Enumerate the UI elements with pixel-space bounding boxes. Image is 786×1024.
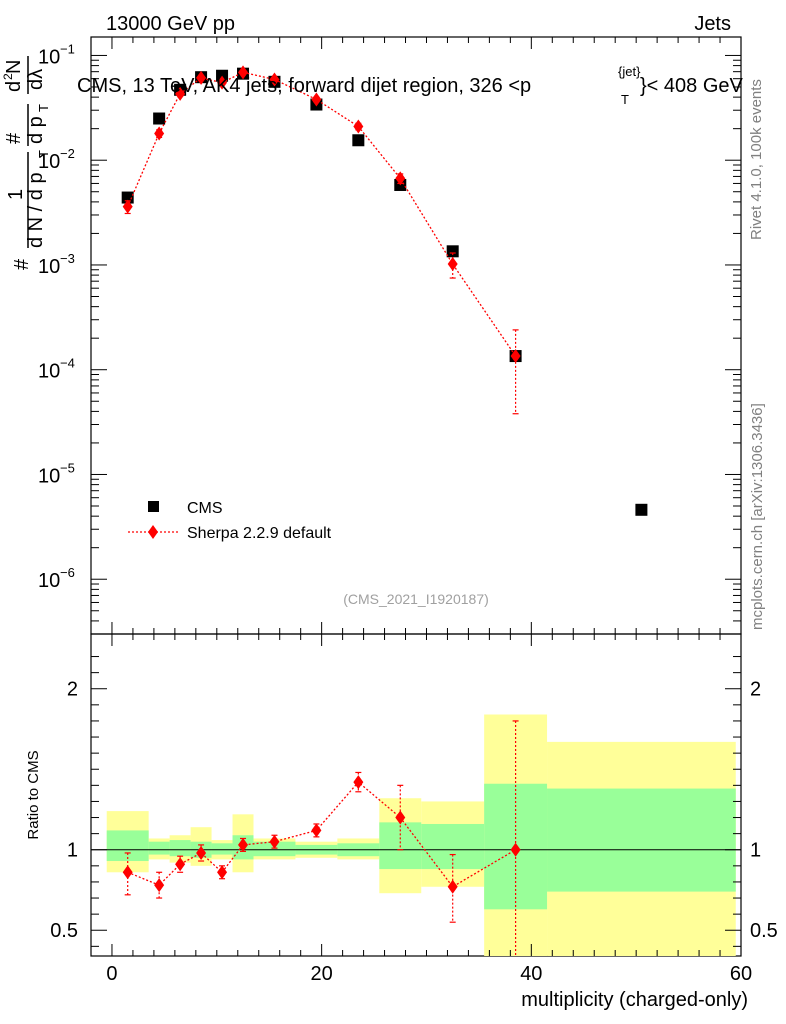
ratio-band-green: [169, 840, 191, 857]
x-tick-label: 40: [520, 963, 542, 985]
ylabel-one: 1: [5, 189, 27, 200]
ylabel-dpt: d p: [25, 116, 47, 144]
ratio-sherpa-point: [175, 857, 186, 872]
ylabel-hash: #: [11, 258, 33, 270]
sherpa-point: [353, 119, 364, 134]
sherpa-point: [238, 65, 249, 80]
ratio-sherpa-point: [395, 810, 406, 825]
ratio-y-tick-label-right: 2: [750, 679, 761, 701]
ratio-sherpa-point: [122, 865, 133, 880]
sherpa-point: [395, 171, 406, 186]
ratio-sherpa-point: [196, 845, 207, 860]
ratio-bands: [106, 714, 736, 956]
ratio-y-tick-label-right: 0.5: [750, 920, 778, 942]
ratio-series: [122, 720, 521, 956]
ratio-y-tick-label-right: 1: [750, 840, 761, 862]
main-series: [121, 65, 648, 516]
x-tick-label: 0: [106, 963, 117, 985]
cms-point: [352, 134, 365, 147]
ratio-sherpa-point: [217, 865, 228, 880]
plot-title-main: CMS, 13 TeV, AK4 jets, forward dijet reg…: [77, 75, 531, 97]
y-tick-label: 10: [38, 151, 60, 173]
ylabel-denominator: d N / d p: [25, 172, 47, 248]
sherpa-point: [175, 86, 186, 101]
legend-label-sherpa: Sherpa 2.2.9 default: [187, 525, 332, 542]
cms-point: [446, 245, 459, 258]
ratio-sherpa-point: [510, 842, 521, 857]
ylabel-dpt-sub: T: [36, 104, 51, 112]
x-axis-label: multiplicity (charged-only): [521, 989, 748, 1011]
y-tick-label: 10: [38, 46, 60, 68]
legend-marker-sherpa: [148, 525, 158, 539]
ylabel-d2-sup: 2: [1, 73, 15, 80]
ratio-y-label: Ratio to CMS: [25, 750, 42, 839]
main-panel-frame: [90, 36, 742, 635]
ratio-panel-frame: [90, 633, 742, 957]
sherpa-point: [447, 257, 458, 272]
sherpa-point: [311, 92, 322, 107]
sherpa-point: [510, 349, 521, 364]
y-tick-label: 10: [38, 570, 60, 592]
y-tick-label-exponent: −1: [60, 41, 75, 56]
ratio-band-green: [211, 843, 233, 855]
ratio-band-green: [547, 788, 736, 892]
ratio-band-green: [421, 823, 485, 870]
sherpa-point: [122, 199, 133, 214]
y-tick-label: 10: [38, 465, 60, 487]
legend-label-cms: CMS: [187, 500, 223, 517]
x-tick-label: 20: [311, 963, 333, 985]
ratio-band-green: [148, 841, 170, 855]
analysis-id: (CMS_2021_I1920187): [343, 591, 489, 607]
sherpa-point: [154, 126, 165, 141]
ylabel-dlambda: dλ: [25, 69, 47, 90]
sherpa-point: [269, 72, 280, 87]
ratio-sherpa-point: [154, 878, 165, 893]
y-tick-label-exponent: −3: [60, 251, 75, 266]
ylabel-d2: d: [3, 81, 25, 92]
y-tick-label-exponent: −5: [60, 460, 75, 475]
plot-title: CMS, 13 TeV, AK4 jets, forward dijet reg…: [77, 64, 744, 107]
cms-point: [153, 112, 166, 125]
header-left: 13000 GeV pp: [106, 13, 235, 35]
ylabel-numer-hash: #: [3, 132, 25, 144]
ratio-sherpa-point: [353, 775, 364, 790]
ratio-band-green: [106, 830, 149, 862]
legend-marker-cms: [148, 501, 159, 512]
plot-title-sub: T: [621, 92, 629, 107]
ratio-sherpa-point: [311, 823, 322, 838]
sherpa-line: [127, 71, 517, 357]
ratio-band-green: [253, 841, 296, 857]
ratio-sherpa-point: [269, 834, 280, 849]
ratio-y-tick-label: 0.5: [50, 920, 78, 942]
cms-point: [121, 191, 134, 204]
legend: CMS Sherpa 2.2.9 default: [128, 500, 332, 542]
y-tick-label-exponent: −4: [60, 356, 75, 371]
y-tick-label: 10: [38, 361, 60, 383]
y-tick-label: 10: [38, 256, 60, 278]
main-axes: 10−110−210−310−410−510−6: [38, 37, 742, 635]
ylabel-N: N: [3, 60, 25, 74]
ylabel-denominator-sub: T: [36, 150, 51, 158]
sherpa-point: [196, 70, 207, 85]
ratio-sherpa-point: [447, 879, 458, 894]
header-right: Jets: [694, 13, 731, 35]
ratio-y-tick-label: 1: [67, 840, 78, 862]
ratio-y-tick-label: 2: [67, 679, 78, 701]
plot-title-sup: {jet}: [618, 64, 641, 79]
y-tick-label-exponent: −6: [60, 565, 75, 580]
main-y-label: # 1 d N / d p T # d p T d 2 N dλ: [1, 56, 51, 270]
cms-point: [635, 503, 648, 516]
ratio-sherpa-point: [238, 837, 249, 852]
rivet-label: Rivet 4.1.0, 100k events: [748, 79, 765, 240]
plot-title-tail: }< 408 GeV: [640, 75, 744, 97]
x-tick-label: 60: [730, 963, 752, 985]
sherpa-point: [217, 75, 228, 90]
y-tick-label-exponent: −2: [60, 146, 75, 161]
mcplots-label: mcplots.cern.ch [arXiv:1306.3436]: [749, 403, 766, 630]
